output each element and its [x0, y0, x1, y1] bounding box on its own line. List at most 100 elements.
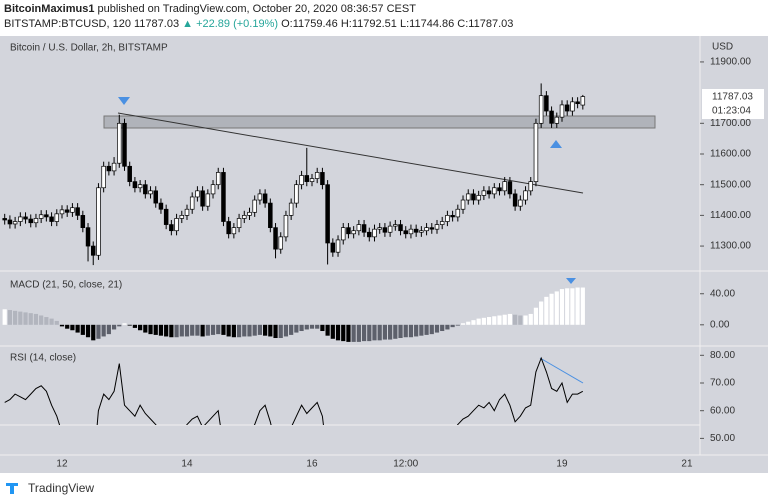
candle-body: [7, 219, 13, 225]
candle-body: [278, 236, 283, 250]
candle-body: [564, 104, 570, 112]
macd-bar: [13, 310, 18, 325]
candle-body: [101, 165, 106, 189]
macd-bar: [570, 288, 575, 325]
macd-bar: [138, 324, 143, 331]
x-tick-label: 19: [556, 459, 568, 470]
candle-body: [12, 221, 18, 225]
candle-body: [455, 208, 461, 218]
macd-bar: [252, 324, 257, 336]
brand: TradingView: [28, 481, 94, 495]
macd-bar: [226, 324, 231, 337]
x-tick-label: 14: [181, 459, 193, 470]
candle-body: [575, 101, 580, 105]
y-tick-label: 11500.00: [710, 179, 751, 190]
candle-body: [533, 122, 539, 182]
macd-bar: [190, 324, 195, 336]
candle-body: [132, 181, 138, 189]
macd-bar: [382, 324, 388, 340]
macd-bar: [75, 324, 80, 333]
macd-bar: [518, 315, 523, 325]
macd-bar: [356, 324, 361, 342]
macd-bar: [289, 324, 294, 335]
low: L:11744.86: [399, 18, 455, 30]
macd-bar: [575, 287, 580, 325]
candle-body: [403, 230, 408, 235]
y-tick-label: 11300.00: [710, 241, 751, 252]
macd-bar: [377, 324, 382, 341]
y-tick-label: 70.00: [710, 378, 735, 389]
macd-bar: [450, 324, 455, 328]
macd-bar: [559, 289, 565, 325]
macd-bar: [169, 324, 174, 338]
close: C:11787.03: [457, 18, 514, 30]
macd-bar: [539, 301, 544, 325]
macd-bar: [231, 324, 236, 338]
macd-bar: [28, 313, 33, 325]
candle-body: [33, 218, 39, 224]
candle-body: [439, 221, 445, 225]
macd-bar: [65, 324, 70, 329]
candle-body: [117, 122, 122, 164]
candle-body: [346, 227, 351, 235]
macd-bar: [91, 324, 96, 341]
candle-body: [299, 175, 304, 186]
macd-bar: [236, 324, 242, 338]
macd-bar: [33, 313, 39, 325]
macd-bar: [507, 313, 513, 325]
candle-body: [163, 208, 169, 225]
published: published on TradingView.com, October 20…: [97, 3, 416, 15]
y-tick-label: 80.00: [710, 350, 735, 361]
candle-body: [497, 187, 502, 192]
candle-body: [309, 178, 315, 182]
last: 11787.03: [134, 18, 180, 30]
open: O:11759.46: [281, 18, 338, 30]
candle-body: [247, 211, 252, 216]
macd-bar: [54, 320, 59, 325]
macd-bar: [216, 324, 221, 335]
macd-bar: [341, 324, 346, 342]
macd-bar: [549, 293, 554, 325]
macd-bar: [440, 324, 445, 332]
macd-bar: [127, 324, 132, 326]
candle-body: [351, 230, 356, 235]
candle-body: [2, 218, 7, 221]
macd-bar: [346, 324, 351, 342]
candle-body: [382, 227, 388, 233]
candle-body: [137, 184, 143, 189]
candle-body: [252, 199, 257, 213]
candle-body: [408, 228, 414, 235]
macd-bar: [309, 324, 315, 329]
macd-bar: [497, 315, 502, 325]
macd-bar: [143, 324, 148, 333]
pane-title: RSI (14, close): [10, 353, 76, 364]
candle-body: [288, 202, 294, 216]
candle-body: [320, 172, 325, 186]
candle-body: [221, 172, 226, 222]
price-label: 11787.03: [712, 92, 753, 103]
candle-body: [257, 193, 263, 201]
macd-bar: [393, 324, 398, 339]
candle-body: [512, 193, 518, 207]
candle-body: [169, 224, 174, 232]
candle-body: [465, 193, 471, 201]
symbol-line: BITSTAMP:BTCUSD, 120 11787.03 ▲ +22.89 (…: [4, 18, 513, 30]
macd-bar: [257, 324, 263, 335]
macd-bar: [294, 324, 299, 333]
resistance-zone: [103, 115, 656, 129]
candle-body: [460, 199, 466, 210]
macd-bar: [96, 324, 101, 339]
y-tick-label: 11600.00: [710, 149, 751, 160]
rsi-group: [4, 356, 584, 425]
candle-body: [106, 165, 112, 172]
macd-bar: [486, 317, 492, 325]
candle-body: [64, 209, 70, 213]
candle-body: [481, 190, 487, 196]
candle-body: [200, 190, 205, 207]
macd-bar: [367, 324, 372, 342]
pane-title: MACD (21, 50, close, 21): [10, 280, 122, 291]
y-tick-label: 11400.00: [710, 210, 751, 221]
macd-bar: [419, 324, 424, 336]
candle-body: [413, 228, 419, 233]
